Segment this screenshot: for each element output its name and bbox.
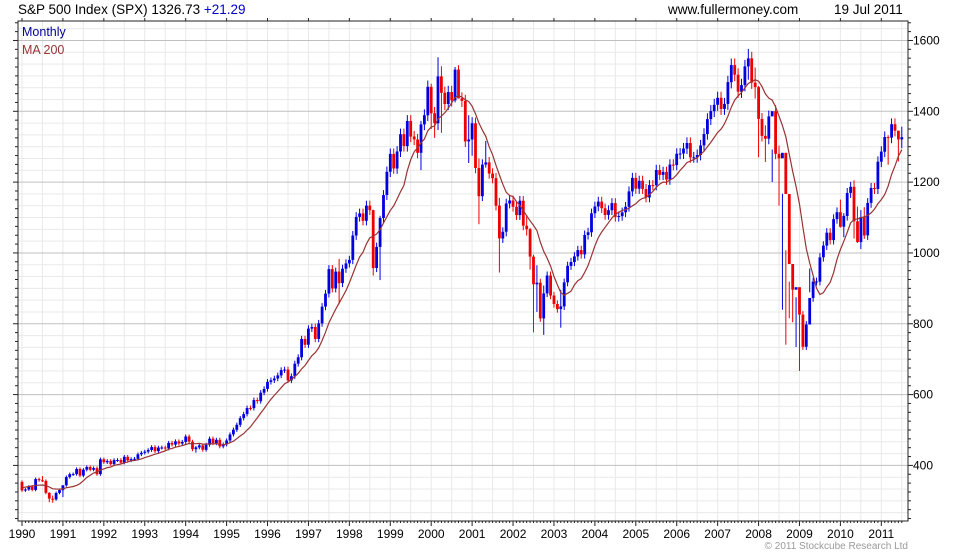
svg-text:2008: 2008 <box>745 527 772 541</box>
svg-text:2000: 2000 <box>418 527 445 541</box>
svg-text:2010: 2010 <box>827 527 854 541</box>
copyright-label: © 2011 Stockcube Research Ltd <box>764 541 908 552</box>
svg-text:1990: 1990 <box>9 527 36 541</box>
svg-text:1200: 1200 <box>913 175 940 189</box>
svg-text:2007: 2007 <box>704 527 731 541</box>
svg-text:400: 400 <box>913 458 933 472</box>
svg-text:2001: 2001 <box>459 527 486 541</box>
site-link[interactable]: www.fullermoney.com <box>668 2 799 17</box>
svg-text:1995: 1995 <box>213 527 240 541</box>
svg-text:800: 800 <box>913 317 933 331</box>
svg-text:1998: 1998 <box>336 527 363 541</box>
svg-text:2002: 2002 <box>500 527 527 541</box>
svg-text:1999: 1999 <box>377 527 404 541</box>
svg-text:2009: 2009 <box>786 527 813 541</box>
svg-text:1400: 1400 <box>913 104 940 118</box>
svg-text:1992: 1992 <box>90 527 117 541</box>
price-change: +21.29 <box>203 2 246 17</box>
svg-text:2005: 2005 <box>622 527 649 541</box>
svg-text:1993: 1993 <box>131 527 158 541</box>
svg-text:2006: 2006 <box>663 527 690 541</box>
legend-monthly-label: Monthly <box>22 25 66 39</box>
svg-text:1994: 1994 <box>172 527 199 541</box>
svg-text:1997: 1997 <box>295 527 322 541</box>
svg-text:1600: 1600 <box>913 33 940 47</box>
svg-text:2003: 2003 <box>541 527 568 541</box>
chart-title: S&P 500 Index (SPX) 1326.73 +21.29 <box>18 2 246 20</box>
svg-text:2011: 2011 <box>868 527 894 541</box>
svg-text:1991: 1991 <box>50 527 77 541</box>
date-label: 19 Jul 2011 <box>834 2 903 17</box>
svg-text:600: 600 <box>913 388 933 402</box>
svg-text:1996: 1996 <box>254 527 281 541</box>
chart-title-text: S&P 500 Index (SPX) 1326.73 <box>18 2 201 17</box>
legend-ma-label: MA 200 <box>22 43 65 57</box>
svg-text:1000: 1000 <box>913 246 940 260</box>
svg-text:2004: 2004 <box>582 527 609 541</box>
